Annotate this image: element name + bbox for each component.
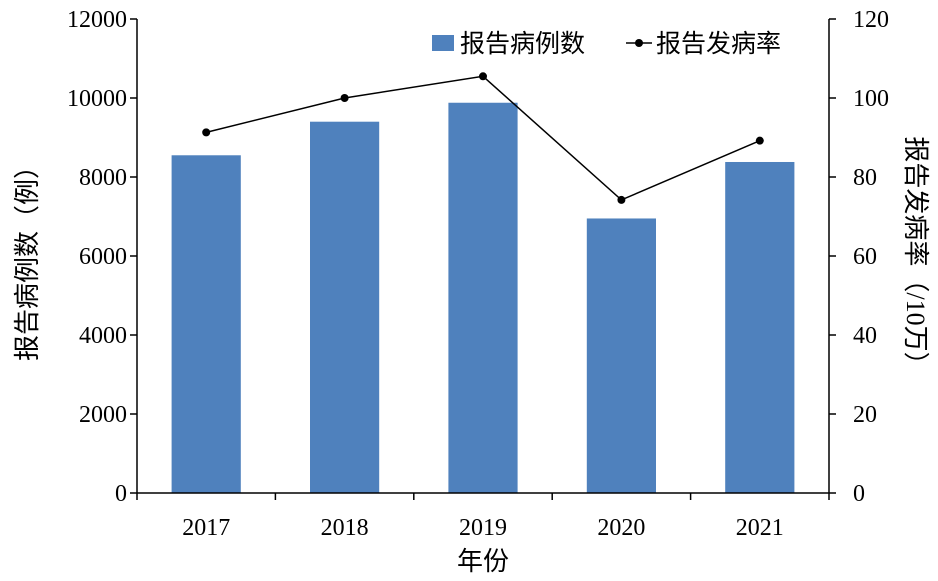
legend-bar-swatch (432, 35, 454, 51)
right-tick-label: 40 (853, 323, 877, 349)
left-tick-label: 8000 (79, 165, 127, 191)
rate-point-2017 (202, 128, 211, 137)
bar-series (171, 102, 795, 494)
bar-2019 (448, 102, 518, 494)
right-tick-label: 80 (853, 165, 877, 191)
legend-line-label: 报告发病率 (656, 30, 781, 58)
bar-2017 (171, 155, 241, 493)
x-tick-label: 2017 (182, 515, 230, 541)
right-tick-label: 100 (853, 86, 889, 112)
legend-item-line: 报告发病率 (626, 30, 781, 58)
rate-point-2018 (340, 94, 349, 102)
right-axis-title: 报告发病率（/10万） (901, 136, 930, 377)
left-tick-label: 12000 (67, 7, 127, 33)
x-tick-label: 2019 (459, 515, 507, 541)
rate-point-2021 (755, 136, 764, 145)
x-axis-ticks: 2017 2018 2019 2020 2021 (136, 493, 830, 541)
x-axis-title: 年份 (457, 547, 509, 576)
right-tick-label: 20 (853, 402, 877, 428)
bar-2021 (725, 161, 795, 494)
left-tick-label: 10000 (67, 86, 127, 112)
left-axis-ticks: 0 2000 4000 6000 8000 10000 12000 (67, 7, 137, 507)
left-tick-label: 2000 (79, 402, 127, 428)
legend: 报告病例数 报告发病率 (432, 30, 781, 58)
legend-bar-label: 报告病例数 (460, 30, 585, 58)
rate-point-2020 (617, 195, 626, 204)
bar-2020 (586, 218, 656, 493)
right-tick-label: 60 (853, 244, 877, 270)
right-tick-label: 120 (853, 7, 889, 33)
right-tick-label: 0 (853, 481, 865, 507)
left-axis-title: 报告病例数（例） (13, 153, 42, 361)
left-tick-label: 4000 (79, 323, 127, 349)
left-tick-label: 6000 (79, 244, 127, 270)
x-tick-label: 2020 (597, 515, 645, 541)
bar-2018 (310, 121, 380, 493)
left-tick-label: 0 (115, 481, 127, 507)
right-axis-ticks: 0 20 40 60 80 100 120 (829, 7, 889, 507)
x-tick-label: 2018 (321, 515, 369, 541)
legend-line-marker (635, 39, 643, 47)
legend-item-bar: 报告病例数 (432, 30, 585, 58)
x-tick-label: 2021 (736, 515, 784, 541)
rate-point-2019 (479, 72, 487, 81)
line-series (202, 72, 764, 204)
